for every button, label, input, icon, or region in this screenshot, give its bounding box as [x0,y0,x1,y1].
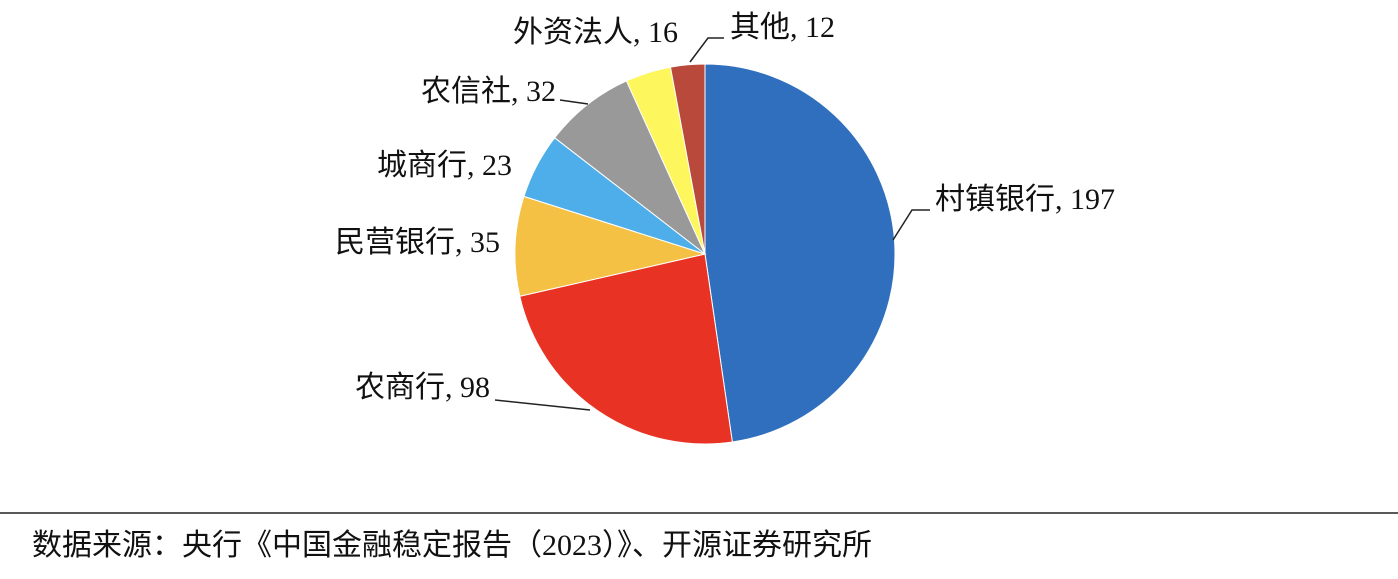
data-label: 外资法人, 16 [513,16,678,49]
label-value: 98 [460,371,490,404]
pie-slice [514,195,707,297]
label-value: 197 [1070,183,1115,216]
label-category: 外资法人 [513,16,633,49]
label-separator: , [790,11,805,44]
leader-line [494,399,591,411]
pie-slice [669,63,706,255]
label-value: 16 [648,16,678,49]
label-category: 其他 [730,11,790,44]
label-value: 35 [470,226,500,259]
data-label: 其他, 12 [730,11,835,44]
label-separator: , [633,16,648,49]
label-category: 村镇银行 [935,183,1055,216]
data-label: 城商行, 23 [377,149,512,182]
source-note: 数据来源：央行《中国金融稳定报告（2023）》、开源证券研究所 [32,529,872,562]
label-separator: , [511,75,526,108]
pie-slice [704,63,896,443]
data-label: 民营银行, 35 [335,226,500,259]
data-label: 村镇银行, 197 [935,183,1115,216]
label-separator: , [445,371,460,404]
label-value: 23 [482,149,512,182]
data-label: 农信社, 32 [421,75,556,108]
label-separator: , [455,226,470,259]
leader-line [689,37,724,63]
leader-line [559,99,589,105]
label-category: 城商行 [377,149,467,182]
label-category: 农信社 [421,75,511,108]
leader-line [892,209,930,241]
label-value: 12 [805,11,835,44]
pie-slice [553,80,706,255]
label-separator: , [1055,183,1070,216]
label-category: 农商行 [355,371,445,404]
data-label: 农商行, 98 [355,371,490,404]
pie-slice [519,253,733,445]
label-category: 民营银行 [335,226,455,259]
label-separator: , [467,149,482,182]
label-value: 32 [526,75,556,108]
